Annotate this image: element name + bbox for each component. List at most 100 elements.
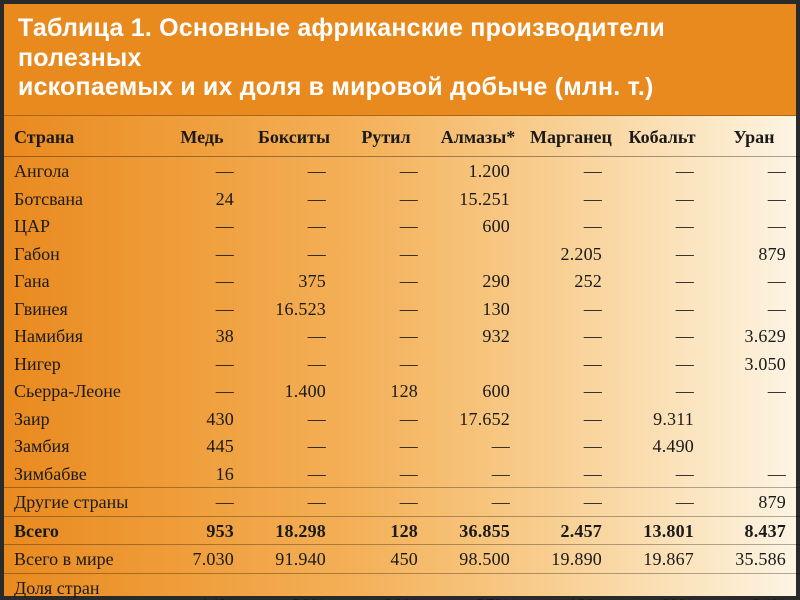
value-cell: — <box>708 295 800 323</box>
value-cell: — <box>248 212 340 240</box>
value-cell: — <box>432 460 524 488</box>
table-row: Сьерра-Леоне—1.400128600——— <box>4 377 800 405</box>
table-row: Заир430——17.652—9.311 <box>4 405 800 433</box>
value-cell: 128 <box>340 516 432 545</box>
country-cell: Доля странАфрики <box>4 573 156 600</box>
value-cell: — <box>524 212 616 240</box>
value-cell: 24 <box>156 185 248 213</box>
value-cell: 2.205 <box>524 240 616 268</box>
value-cell: 36.855 <box>432 516 524 545</box>
table-row: Доля странАфрики14%20%28%37%12%69%24% <box>4 573 800 600</box>
value-cell: — <box>156 267 248 295</box>
value-cell: — <box>340 350 432 378</box>
value-cell: 375 <box>248 267 340 295</box>
value-cell: 14% <box>156 573 248 600</box>
value-cell: 932 <box>432 322 524 350</box>
value-cell: 35.586 <box>708 545 800 574</box>
value-cell: — <box>524 350 616 378</box>
table-row: Ангола———1.200——— <box>4 157 800 185</box>
value-cell: 600 <box>432 212 524 240</box>
value-cell: — <box>708 212 800 240</box>
value-cell: — <box>156 350 248 378</box>
value-cell: 953 <box>156 516 248 545</box>
value-cell: — <box>524 295 616 323</box>
value-cell: — <box>340 157 432 185</box>
col-header: Бокситы <box>248 116 340 157</box>
value-cell: — <box>708 377 800 405</box>
value-cell: — <box>340 295 432 323</box>
value-cell: — <box>340 460 432 488</box>
value-cell: — <box>248 432 340 460</box>
value-cell: — <box>708 460 800 488</box>
value-cell: 7.030 <box>156 545 248 574</box>
value-cell: — <box>616 460 708 488</box>
value-cell: — <box>340 212 432 240</box>
value-cell: — <box>340 240 432 268</box>
value-cell: — <box>524 377 616 405</box>
table-row: Намибия38——932——3.629 <box>4 322 800 350</box>
value-cell: 8.437 <box>708 516 800 545</box>
mineral-table: СтранаМедьБокситыРутилАлмазы*МарганецКоб… <box>4 116 800 600</box>
country-cell: Другие страны <box>4 488 156 517</box>
value-cell: 9.311 <box>616 405 708 433</box>
country-cell: Ангола <box>4 157 156 185</box>
value-cell: 16 <box>156 460 248 488</box>
value-cell: — <box>156 295 248 323</box>
table-row: Всего95318.29812836.8552.45713.8018.437 <box>4 516 800 545</box>
value-cell: 3.629 <box>708 322 800 350</box>
value-cell: 19.890 <box>524 545 616 574</box>
col-header-country: Страна <box>4 116 156 157</box>
value-cell: 24% <box>708 573 800 600</box>
country-cell: Всего <box>4 516 156 545</box>
value-cell: — <box>616 295 708 323</box>
value-cell <box>432 240 524 268</box>
value-cell: 12% <box>524 573 616 600</box>
value-cell: — <box>248 405 340 433</box>
country-cell: Нигер <box>4 350 156 378</box>
value-cell: — <box>616 185 708 213</box>
table-row: Гана—375—290252—— <box>4 267 800 295</box>
value-cell: — <box>432 488 524 517</box>
value-cell: — <box>156 212 248 240</box>
title-line-1: Таблица 1. Основные африканские производ… <box>18 14 665 72</box>
table-card: Таблица 1. Основные африканские производ… <box>0 0 800 600</box>
table-row: Ботсвана24——15.251——— <box>4 185 800 213</box>
value-cell: 37% <box>432 573 524 600</box>
value-cell: 13.801 <box>616 516 708 545</box>
value-cell: — <box>156 488 248 517</box>
value-cell <box>432 350 524 378</box>
value-cell: — <box>616 240 708 268</box>
value-cell: — <box>340 488 432 517</box>
country-cell: Габон <box>4 240 156 268</box>
value-cell: — <box>616 377 708 405</box>
value-cell: — <box>340 405 432 433</box>
table-row: Зимбабве16—————— <box>4 460 800 488</box>
value-cell: — <box>524 432 616 460</box>
table-title: Таблица 1. Основные африканские производ… <box>4 4 796 116</box>
value-cell: — <box>524 460 616 488</box>
col-header: Рутил <box>340 116 432 157</box>
value-cell: 1.400 <box>248 377 340 405</box>
value-cell: 430 <box>156 405 248 433</box>
value-cell: 450 <box>340 545 432 574</box>
value-cell: 3.050 <box>708 350 800 378</box>
value-cell: 445 <box>156 432 248 460</box>
value-cell: 69% <box>616 573 708 600</box>
value-cell: — <box>340 432 432 460</box>
table-row: Габон———2.205—879 <box>4 240 800 268</box>
table-region: СтранаМедьБокситыРутилАлмазы*МарганецКоб… <box>4 116 796 600</box>
value-cell: — <box>616 488 708 517</box>
table-row: Нигер—————3.050 <box>4 350 800 378</box>
col-header: Медь <box>156 116 248 157</box>
title-line-2: ископаемых и их доля в мировой добыче (м… <box>18 73 654 101</box>
col-header: Алмазы* <box>432 116 524 157</box>
col-header: Уран <box>708 116 800 157</box>
country-cell: ЦАР <box>4 212 156 240</box>
value-cell: 91.940 <box>248 545 340 574</box>
value-cell: 18.298 <box>248 516 340 545</box>
value-cell: — <box>156 240 248 268</box>
country-cell: Замбия <box>4 432 156 460</box>
value-cell: 98.500 <box>432 545 524 574</box>
value-cell: — <box>524 157 616 185</box>
value-cell: 17.652 <box>432 405 524 433</box>
